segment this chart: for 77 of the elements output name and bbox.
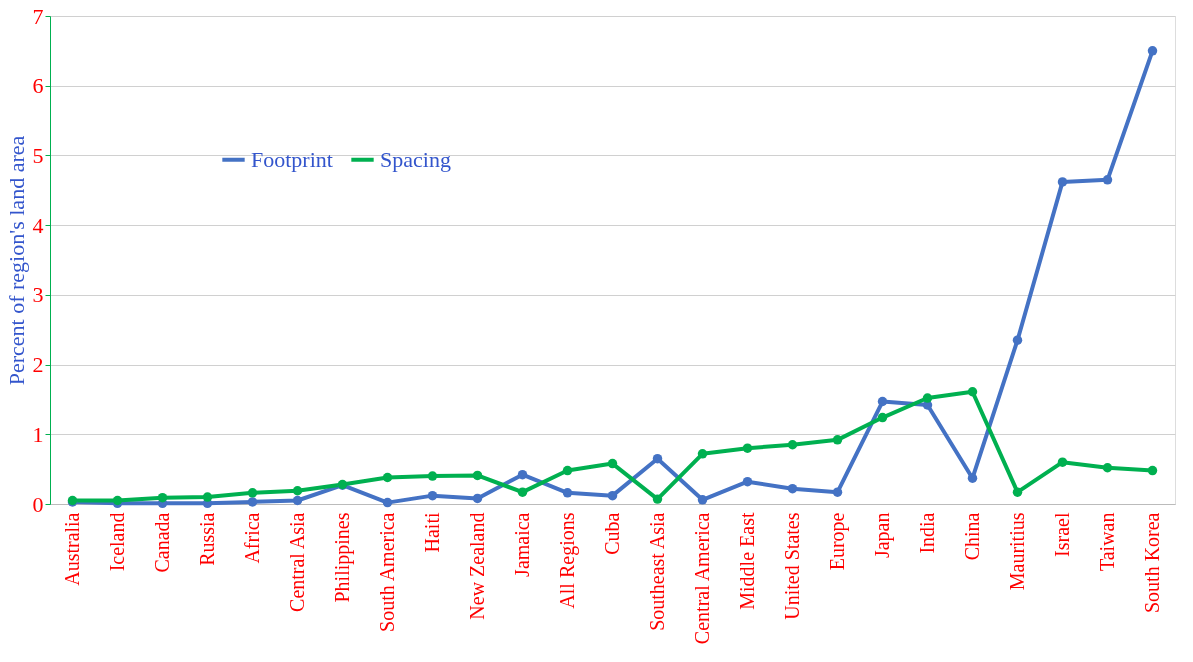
point (157, 492, 168, 503)
x-tick-label: Russia (196, 512, 218, 566)
point (1147, 46, 1158, 56)
point (292, 486, 303, 496)
x-tick-label: Haiti (421, 512, 443, 553)
point (652, 453, 663, 464)
point (787, 440, 798, 450)
point (292, 495, 303, 506)
x-tick-label: Taiwan (1096, 512, 1118, 572)
x-tick-label: Israel (1051, 512, 1073, 557)
point (832, 487, 843, 497)
point (697, 495, 708, 505)
x-tick-label: Canada (151, 512, 173, 573)
x-tick-label: Philippines (331, 512, 354, 603)
point (382, 497, 393, 508)
point (562, 465, 573, 476)
point (742, 443, 753, 453)
y-tick-label: 0 (32, 491, 44, 517)
point (742, 476, 753, 487)
point (427, 490, 438, 501)
y-axis-title: Percent of region's land area (3, 135, 29, 386)
point (247, 497, 258, 507)
point (472, 470, 483, 481)
x-tick-label: China (961, 512, 983, 561)
point (607, 490, 618, 501)
y-tick-label: 2 (32, 352, 44, 378)
x-tick-label: Africa (241, 512, 263, 564)
point (247, 488, 258, 498)
x-tick-label: Japan (871, 512, 894, 559)
point (1012, 487, 1023, 497)
point (877, 412, 888, 423)
y-tick-label: 3 (32, 282, 44, 308)
point (1012, 335, 1023, 345)
y-tick-label: 5 (32, 142, 44, 168)
point (922, 393, 933, 403)
y-tick-label: 7 (32, 3, 44, 29)
point (1147, 465, 1158, 476)
x-tick-label: South Korea (1141, 512, 1163, 614)
x-tick-label: Central America (691, 512, 713, 645)
x-tick-label: Jamaica (511, 512, 533, 577)
point (1102, 175, 1113, 185)
x-tick-label: Central Asia (286, 512, 308, 612)
point (967, 473, 978, 483)
x-tick-label: Europe (826, 512, 849, 571)
legend-label: Spacing (380, 146, 451, 172)
x-tick-label: Southeast Asia (646, 512, 668, 631)
point (787, 483, 798, 494)
x-tick-label: New Zealand (466, 512, 488, 620)
point (472, 493, 483, 504)
x-tick-label: All Regions (556, 512, 579, 609)
point (697, 449, 708, 459)
point (562, 488, 573, 498)
x-tick-label: South America (376, 512, 398, 632)
point (652, 494, 663, 504)
x-tick-label: Mauritius (1006, 512, 1028, 591)
y-tick-label: 4 (32, 212, 44, 238)
x-tick-label: Cuba (601, 512, 623, 555)
point (427, 471, 438, 481)
x-tick-label: India (916, 512, 938, 554)
y-tick-label: 1 (32, 421, 44, 447)
y-tick-label: 6 (32, 73, 44, 99)
point (1057, 177, 1068, 187)
point (607, 458, 618, 469)
legend-label: Footprint (251, 146, 333, 172)
x-tick-label: Australia (61, 512, 83, 586)
point (517, 487, 528, 497)
x-tick-label: Iceland (106, 512, 128, 572)
point (202, 492, 213, 502)
point (1057, 457, 1068, 467)
point (832, 435, 843, 445)
point (967, 387, 978, 397)
point (517, 469, 528, 480)
x-tick-label: United States (781, 512, 803, 620)
x-tick-label: Middle East (736, 512, 758, 610)
point (877, 396, 888, 407)
point (382, 472, 393, 483)
point (1102, 463, 1113, 473)
